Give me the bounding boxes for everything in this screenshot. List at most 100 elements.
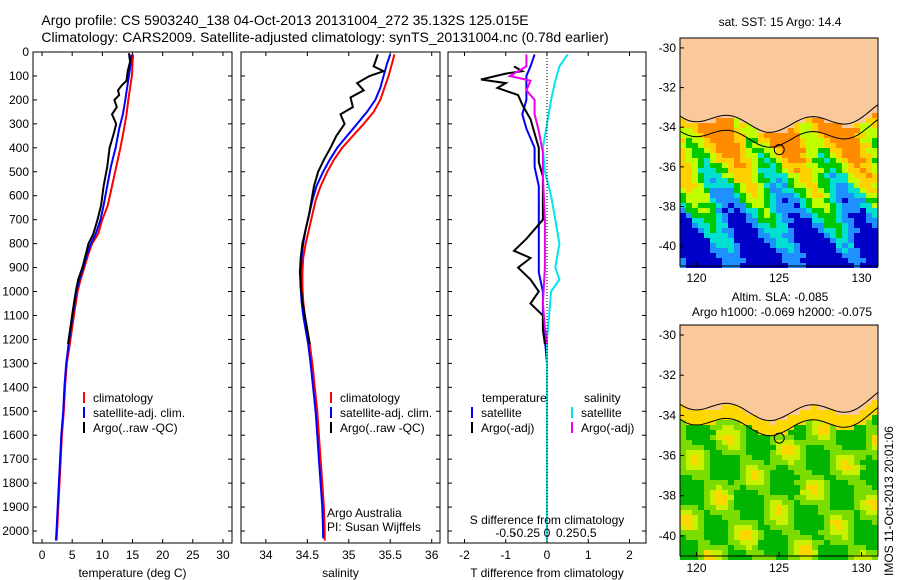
map-cell	[686, 400, 692, 405]
map-cell	[698, 530, 704, 535]
map-cell	[782, 495, 788, 500]
map-cell	[836, 345, 842, 350]
map-cell	[824, 103, 830, 108]
map-cell	[794, 148, 800, 153]
map-cell	[740, 470, 746, 475]
map-cell	[752, 505, 758, 510]
map-cell	[842, 253, 848, 258]
map-cell	[734, 98, 740, 103]
map-cell	[842, 113, 848, 118]
map-cell	[734, 198, 740, 203]
map-cell	[728, 153, 734, 158]
map-cell	[800, 228, 806, 233]
map-cell	[686, 143, 692, 148]
legend-label: satellite-adj. clim.	[93, 406, 185, 420]
map-cell	[704, 515, 710, 520]
map-cell	[692, 520, 698, 525]
map-cell	[758, 435, 764, 440]
map-cell	[842, 505, 848, 510]
map-cell	[824, 123, 830, 128]
map-cell	[848, 118, 854, 123]
map-cell	[776, 83, 782, 88]
map-cell	[686, 460, 692, 465]
map-cell	[704, 43, 710, 48]
map-cell	[800, 133, 806, 138]
map-cell	[782, 73, 788, 78]
map-cell	[866, 203, 872, 208]
map-cell	[830, 128, 836, 133]
map-cell	[788, 365, 794, 370]
map-cell	[698, 73, 704, 78]
map-cell	[770, 530, 776, 535]
map-cell	[692, 485, 698, 490]
map-cell	[782, 515, 788, 520]
map-cell	[686, 360, 692, 365]
map-cell	[680, 203, 686, 208]
map-cell	[830, 213, 836, 218]
map-cell	[746, 243, 752, 248]
map-cell	[800, 208, 806, 213]
map-cell	[848, 325, 854, 330]
map-cell	[860, 555, 866, 560]
map-cell	[854, 253, 860, 258]
map-cell	[830, 58, 836, 63]
map-cell	[872, 48, 878, 53]
map-cell	[752, 435, 758, 440]
map-cell	[872, 505, 878, 510]
map-cell	[710, 178, 716, 183]
map-cell	[680, 530, 686, 535]
map-cell	[758, 500, 764, 505]
map-cell	[752, 535, 758, 540]
map-cell	[818, 480, 824, 485]
map-cell	[800, 83, 806, 88]
map-cell	[722, 420, 728, 425]
map-cell	[830, 38, 836, 43]
map-cell	[752, 43, 758, 48]
map-cell	[800, 335, 806, 340]
map-cell	[776, 385, 782, 390]
map-cell	[794, 153, 800, 158]
map-cell	[776, 63, 782, 68]
map-cell	[764, 405, 770, 410]
map-cell	[746, 460, 752, 465]
map-cell	[728, 98, 734, 103]
map-cell	[746, 470, 752, 475]
map-cell	[776, 208, 782, 213]
map-cell	[722, 193, 728, 198]
map-cell	[824, 490, 830, 495]
map-cell	[812, 78, 818, 83]
map-cell	[854, 525, 860, 530]
map-cell	[788, 430, 794, 435]
map-cell	[710, 485, 716, 490]
map-cell	[788, 223, 794, 228]
map-cell	[716, 188, 722, 193]
map-cell	[794, 465, 800, 470]
map-cell	[770, 243, 776, 248]
map-cell	[770, 153, 776, 158]
map-cell	[746, 43, 752, 48]
map-cell	[800, 440, 806, 445]
sst-map-title: sat. SST: 15 Argo: 14.4	[719, 15, 842, 29]
map-cell	[740, 425, 746, 430]
map-cell	[818, 243, 824, 248]
map-cell	[806, 88, 812, 93]
map-cell	[854, 365, 860, 370]
map-cell	[686, 520, 692, 525]
map-cell	[698, 400, 704, 405]
map-cell	[830, 258, 836, 263]
map-cell	[680, 193, 686, 198]
map-cell	[722, 365, 728, 370]
map-cell	[770, 425, 776, 430]
map-cell	[806, 208, 812, 213]
map-cell	[782, 53, 788, 58]
map-cell	[788, 188, 794, 193]
map-cell	[806, 133, 812, 138]
map-cell	[734, 88, 740, 93]
map-cell	[800, 485, 806, 490]
map-cell	[842, 248, 848, 253]
map-cell	[692, 43, 698, 48]
map-cell	[728, 253, 734, 258]
map-cell	[764, 400, 770, 405]
map-cell	[782, 430, 788, 435]
map-cell	[800, 345, 806, 350]
